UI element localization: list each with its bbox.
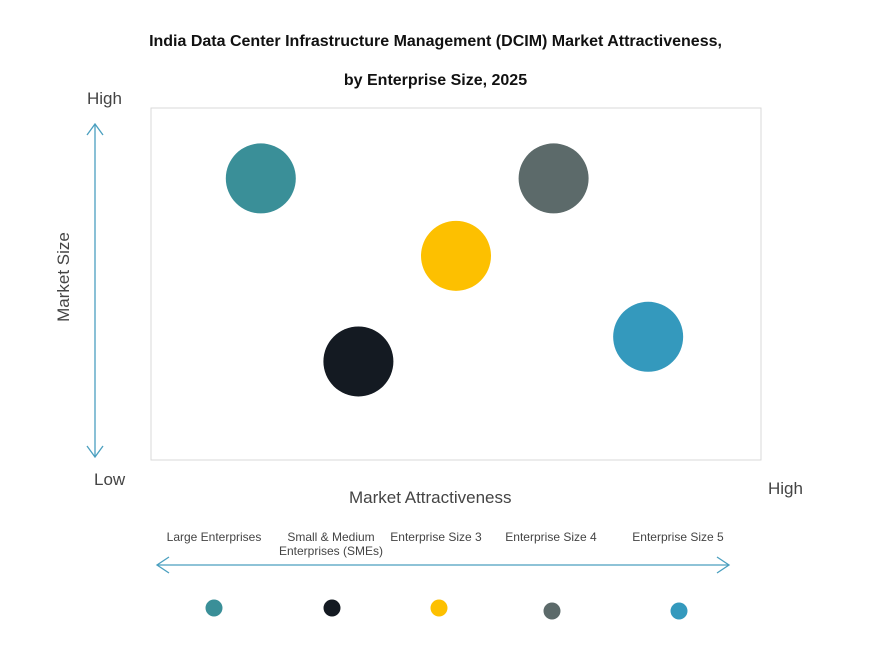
- y-axis-arrow: [86, 122, 104, 459]
- legend-marker-5: [670, 602, 688, 620]
- y-axis-high-label: High: [87, 89, 122, 108]
- bubble-3: [421, 220, 491, 291]
- legend-label-1: Large Enterprises: [166, 530, 262, 544]
- legend-arrow: [155, 556, 731, 574]
- chart-title: India Data Center Infrastructure Managem…: [149, 33, 722, 50]
- bubble-4: [518, 143, 589, 214]
- bubble-2: [323, 326, 394, 397]
- legend-label-2: Small & Medium Enterprises (SMEs): [278, 530, 384, 558]
- bubble-5: [613, 301, 684, 372]
- legend-marker-4: [543, 602, 561, 620]
- x-axis-label: Market Attractiveness: [349, 488, 512, 507]
- x-axis-low-label: Low: [94, 470, 126, 489]
- chart-subtitle: by Enterprise Size, 2025: [343, 72, 528, 89]
- x-axis-high-label: High: [768, 479, 803, 498]
- legend-marker-2: [323, 599, 341, 617]
- legend-marker-1: [205, 599, 223, 617]
- bubble-1: [225, 143, 296, 214]
- legend-marker-3: [430, 599, 448, 617]
- legend-label-4: Enterprise Size 4: [505, 530, 597, 544]
- legend-label-5: Enterprise Size 5: [632, 530, 724, 544]
- legend-label-3: Enterprise Size 3: [390, 530, 482, 544]
